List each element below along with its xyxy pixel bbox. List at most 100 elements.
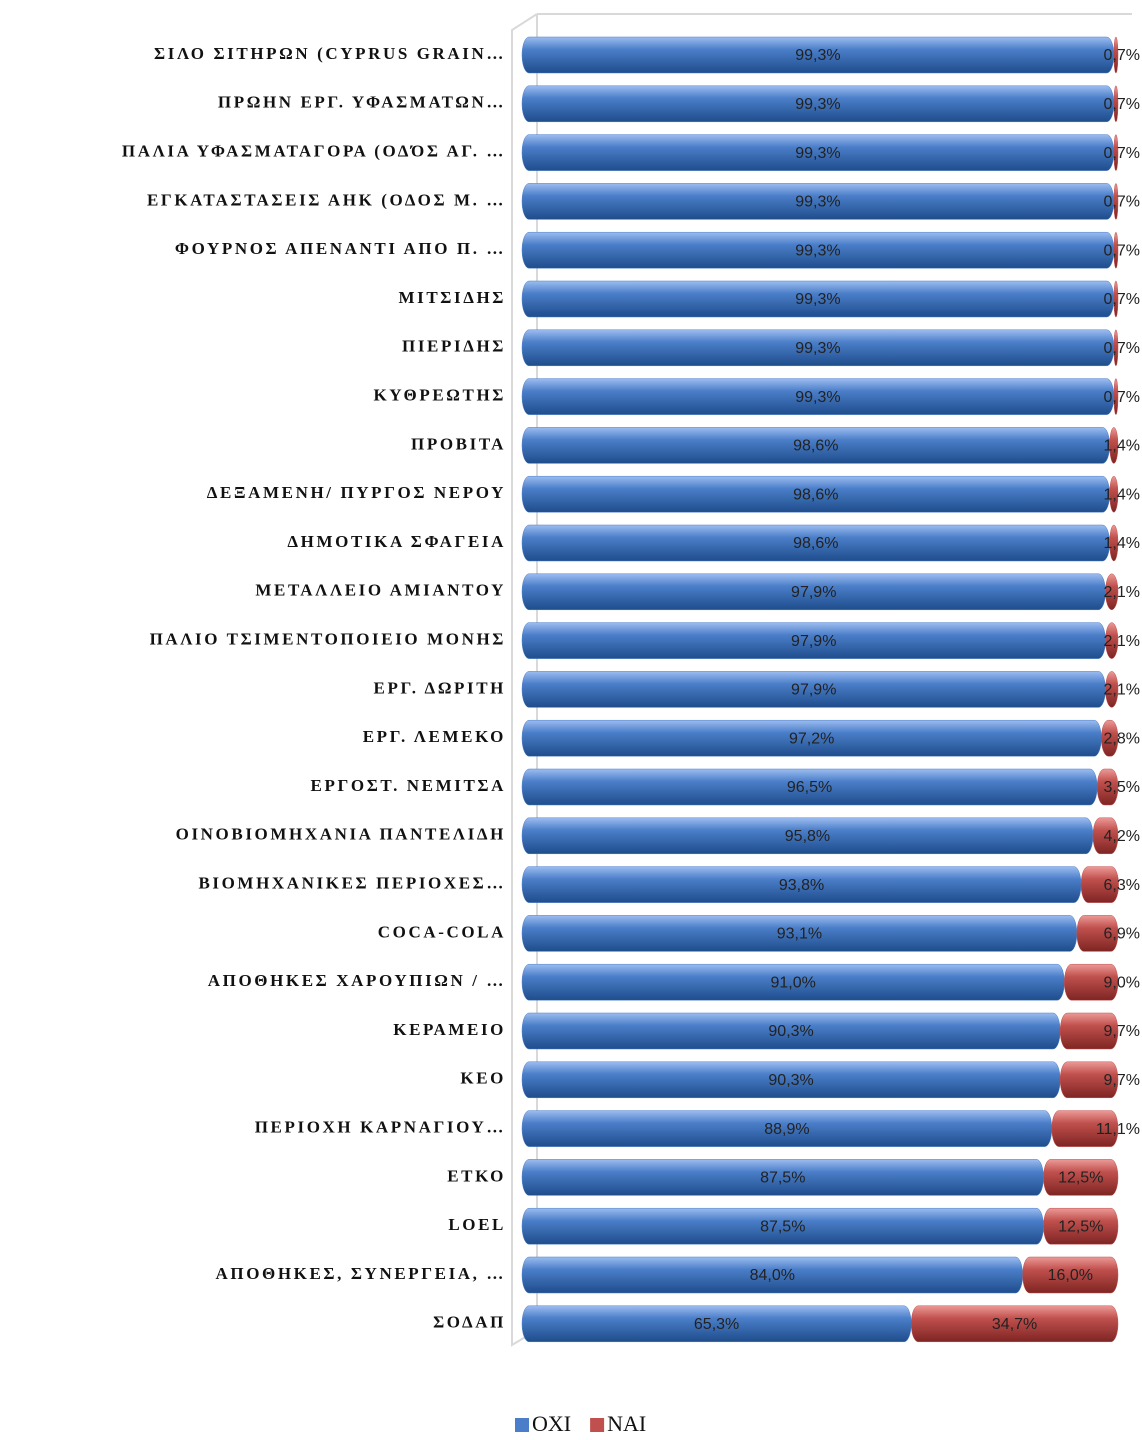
- value-label: 96,5%: [787, 779, 832, 796]
- bar-segment: [1064, 963, 1119, 1001]
- value-label: 99,3%: [795, 291, 840, 308]
- category-label: ΦΟΥΡΝΟΣ ΑΠΕΝΑΝΤΙ ΑΠΟ Π. …: [175, 239, 506, 258]
- value-label: 0,7%: [1104, 194, 1140, 211]
- bar-segment: [1113, 329, 1119, 367]
- category-label: ΕΡΓΟΣΤ. ΝΕΜΙΤΣΑ: [311, 776, 506, 795]
- value-label: 3,5%: [1104, 779, 1140, 796]
- value-label: 95,8%: [785, 828, 830, 845]
- value-label: 97,9%: [791, 682, 836, 699]
- value-label: 4,2%: [1104, 828, 1140, 845]
- value-label: 98,6%: [793, 535, 838, 552]
- category-label: ΜΙΤΣΙΔΗΣ: [398, 288, 506, 307]
- category-label: ΕΤΚΟ: [447, 1166, 506, 1185]
- legend-swatch: [515, 1418, 529, 1432]
- value-label: 87,5%: [760, 1170, 805, 1187]
- bar-segment: [910, 1305, 1119, 1343]
- bar-segment: [1113, 183, 1119, 220]
- bar-segment: [1022, 1256, 1119, 1294]
- value-label: 91,0%: [770, 974, 815, 991]
- value-label: 87,5%: [760, 1218, 805, 1235]
- category-label: ΚΕΡΑΜΕΙΟ: [393, 1020, 506, 1039]
- value-label: 99,3%: [795, 194, 840, 211]
- category-label: ΕΡΓ. ΔΩΡΙΤΗ: [374, 678, 506, 697]
- category-label: COCA-COLA: [378, 922, 506, 941]
- value-label: 99,3%: [795, 389, 840, 406]
- category-label: ΠΑΛΙΑ ΥΦΑΣΜΑΤΑΓΟΡΑ (ΟΔΌΣ ΑΓ. …: [122, 142, 506, 161]
- category-label: ΠΡΟΒΙΤΑ: [411, 434, 506, 453]
- legend-label: ΝΑΙ: [607, 1411, 646, 1436]
- category-label: ΔΕΞΑΜΕΝΗ/ ΠΥΡΓΟΣ ΝΕΡΟΥ: [207, 483, 506, 502]
- value-label: 99,3%: [795, 340, 840, 357]
- bar-segment: [1043, 1159, 1119, 1196]
- bar-segment: [1109, 524, 1119, 562]
- bar-segment: [1109, 475, 1119, 513]
- bar-segment: [1113, 85, 1119, 123]
- value-label: 1,4%: [1104, 535, 1140, 552]
- value-label: 6,9%: [1104, 926, 1140, 943]
- value-label: 2,1%: [1104, 584, 1140, 601]
- value-label: 0,7%: [1104, 340, 1140, 357]
- bar-segment: [1080, 866, 1119, 903]
- value-label: 1,4%: [1104, 438, 1140, 455]
- category-label: ΠΕΡΙΟΧΗ ΚΑΡΝΑΓΙΟΥ…: [255, 1118, 506, 1137]
- value-label: 93,8%: [779, 877, 824, 894]
- value-label: 90,3%: [768, 1072, 813, 1089]
- value-label: 11,1%: [1096, 1121, 1140, 1138]
- category-label: ΕΡΓ. ΛΕΜΕΚΟ: [363, 727, 506, 746]
- bar-segment: [1105, 622, 1119, 659]
- value-label: 99,3%: [795, 47, 840, 64]
- bar-segment: [1076, 915, 1119, 952]
- bar-segment: [1051, 1110, 1119, 1147]
- value-label: 1,4%: [1104, 486, 1140, 503]
- value-label: 16,0%: [1048, 1267, 1093, 1284]
- bar-segment: [1105, 573, 1119, 611]
- bar-segment: [1105, 671, 1119, 708]
- legend-label: ΟΧΙ: [532, 1411, 571, 1436]
- value-label: 88,9%: [764, 1121, 809, 1138]
- category-label: LOEL: [448, 1215, 506, 1234]
- category-label: ΚΥΘΡΕΩΤΗΣ: [373, 386, 506, 405]
- category-label: ΔΗΜΟΤΙΚΑ ΣΦΑΓΕΙΑ: [287, 532, 506, 551]
- bar-segment: [1113, 134, 1119, 171]
- value-label: 0,7%: [1104, 242, 1140, 259]
- value-label: 9,7%: [1104, 1023, 1140, 1040]
- value-label: 97,9%: [791, 584, 836, 601]
- value-label: 97,9%: [791, 633, 836, 650]
- value-label: 99,3%: [795, 145, 840, 162]
- value-label: 0,7%: [1104, 291, 1140, 308]
- value-label: 12,5%: [1058, 1170, 1103, 1187]
- category-label: ΕΓΚΑΤΑΣΤΑΣΕΙΣ ΑΗΚ (ΟΔΟΣ Μ. …: [147, 190, 506, 209]
- category-label: ΠΡΩΗΝ ΕΡΓ. ΥΦΑΣΜΑΤΩΝ…: [218, 93, 506, 112]
- value-label: 0,7%: [1104, 96, 1140, 113]
- value-label: 97,2%: [789, 730, 834, 747]
- category-label: ΠΙΕΡΙΔΗΣ: [402, 337, 506, 356]
- bar-segment: [1113, 36, 1119, 74]
- value-label: 99,3%: [795, 242, 840, 259]
- bar-segment: [1096, 768, 1119, 806]
- bar-segment: [1109, 427, 1119, 464]
- value-label: 9,0%: [1104, 974, 1140, 991]
- category-label: ΚΕΟ: [460, 1069, 506, 1088]
- bar-segment: [1101, 719, 1119, 757]
- value-label: 65,3%: [694, 1316, 739, 1333]
- category-label: ΑΠΟΘΗΚΕΣ ΧΑΡΟΥΠΙΩΝ / …: [208, 971, 506, 990]
- value-label: 93,1%: [777, 926, 822, 943]
- value-label: 0,7%: [1104, 145, 1140, 162]
- bar-segment: [1113, 378, 1119, 415]
- value-label: 6,3%: [1104, 877, 1140, 894]
- value-label: 99,3%: [795, 96, 840, 113]
- value-label: 34,7%: [992, 1316, 1037, 1333]
- category-label: ΜΕΤΑΛΛΕΙΟ ΑΜΙΑΝΤΟΥ: [255, 581, 506, 600]
- category-label: ΒΙΟΜΗΧΑΝΙΚΕΣ ΠΕΡΙΟΧΕΣ…: [198, 874, 506, 893]
- bar-segment: [1092, 817, 1119, 855]
- value-label: 12,5%: [1058, 1218, 1103, 1235]
- category-label: ΣΟΔΑΠ: [433, 1313, 506, 1332]
- bar-segment: [1059, 1012, 1119, 1050]
- value-label: 98,6%: [793, 438, 838, 455]
- value-label: 2,8%: [1104, 730, 1140, 747]
- value-label: 90,3%: [768, 1023, 813, 1040]
- value-label: 0,7%: [1104, 47, 1140, 64]
- bar-segment: [1113, 280, 1119, 318]
- value-label: 2,1%: [1104, 682, 1140, 699]
